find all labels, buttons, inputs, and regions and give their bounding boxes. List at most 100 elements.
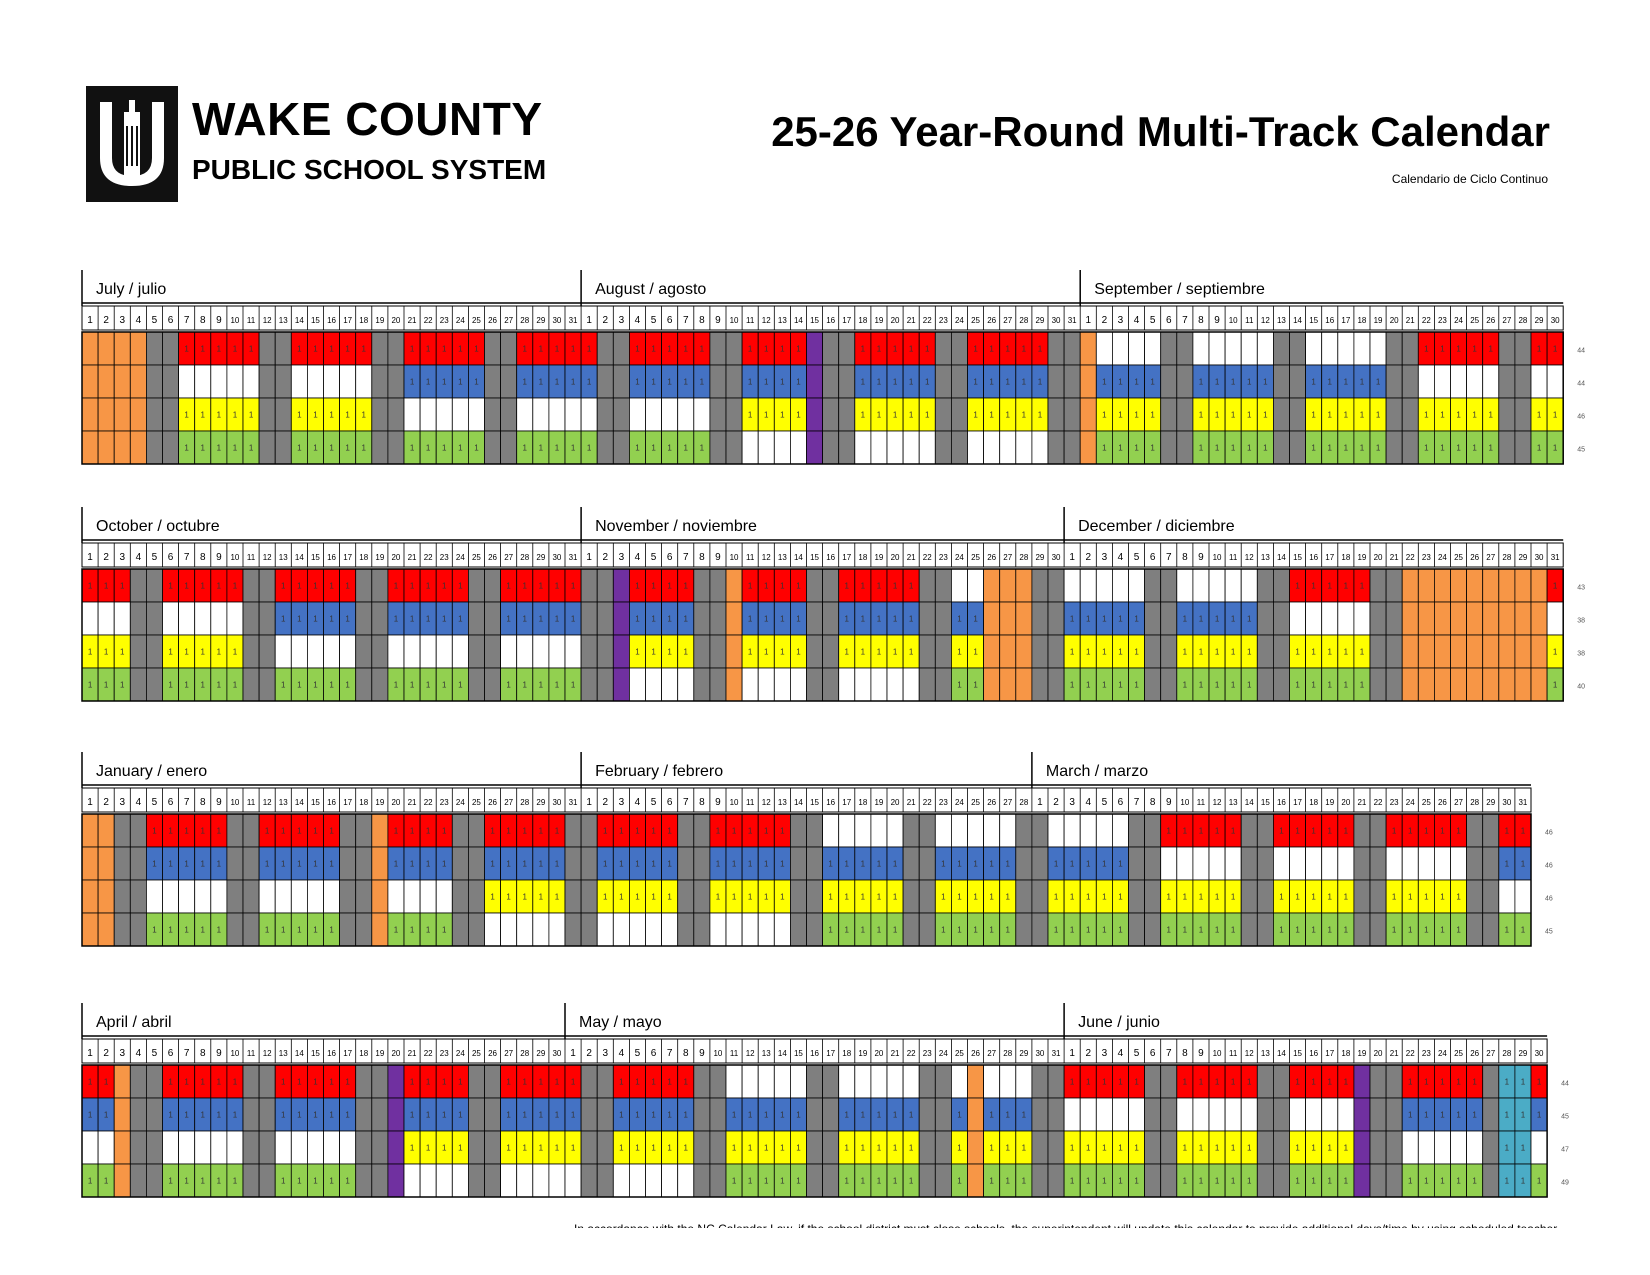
day-number: 8 [1182, 1048, 1188, 1059]
day-number: 13 [778, 798, 787, 807]
cell-mark: 1 [1102, 893, 1107, 902]
day-cell [1144, 846, 1162, 881]
day-number: 13 [1229, 798, 1238, 807]
day-cell [1514, 568, 1532, 603]
day-cell [1514, 430, 1532, 465]
day-cell [274, 331, 292, 366]
cell-mark: 1 [877, 860, 882, 869]
day-cell [1369, 1097, 1387, 1132]
day-cell [1514, 364, 1532, 399]
cell-mark: 1 [684, 648, 689, 657]
cell-mark: 1 [732, 827, 737, 836]
day-cell [1079, 397, 1097, 432]
day-cell [725, 912, 743, 947]
cell-mark: 1 [490, 893, 495, 902]
day-cell [629, 912, 646, 947]
day-cell [419, 397, 437, 432]
day-cell [918, 634, 936, 669]
day-cell [1031, 1097, 1049, 1132]
track-grid-border [81, 568, 1564, 702]
cell-mark: 1 [88, 1078, 93, 1087]
cell-mark: 1 [941, 860, 946, 869]
day-number: 1 [586, 315, 592, 326]
day-cell [242, 1097, 260, 1132]
day-number: 19 [1357, 1049, 1366, 1058]
day-number: 5 [152, 552, 158, 563]
day-cell [1450, 601, 1468, 636]
day-cell [934, 1163, 952, 1198]
cell-mark: 1 [1150, 444, 1155, 453]
cell-mark: 1 [1408, 1078, 1413, 1087]
day-number: 21 [907, 316, 916, 325]
cell-mark: 1 [345, 582, 350, 591]
day-cell [983, 813, 1001, 848]
day-number: 25 [472, 553, 481, 562]
day-cell [81, 364, 99, 399]
cell-mark: 1 [1102, 1177, 1107, 1186]
cell-mark: 1 [748, 893, 753, 902]
day-cell [757, 1064, 775, 1099]
cell-mark: 1 [1295, 1078, 1300, 1087]
cell-mark: 1 [410, 582, 415, 591]
cell-mark: 1 [539, 860, 544, 869]
cell-mark: 1 [748, 615, 753, 624]
cell-mark: 1 [233, 681, 238, 690]
cell-mark: 1 [587, 444, 592, 453]
day-number: 29 [536, 798, 545, 807]
day-cell [1450, 634, 1468, 669]
day-number: 10 [730, 553, 739, 562]
day-cell [773, 1064, 791, 1099]
day-number: 12 [1213, 798, 1222, 807]
cell-mark: 1 [1247, 1177, 1252, 1186]
cell-mark: 1 [410, 615, 415, 624]
cell-mark: 1 [667, 615, 672, 624]
cell-mark: 1 [233, 1111, 238, 1120]
day-cell [1144, 1064, 1162, 1099]
cell-mark: 1 [1311, 444, 1316, 453]
day-cell [999, 1064, 1017, 1099]
cell-mark: 1 [1038, 411, 1043, 420]
cell-mark: 1 [555, 615, 560, 624]
day-cell [677, 1163, 695, 1198]
day-number: 24 [1438, 1049, 1447, 1058]
cell-mark: 1 [410, 345, 415, 354]
day-cell [226, 846, 244, 881]
day-cell [484, 331, 502, 366]
day-cell [1224, 846, 1242, 881]
day-number: 17 [1325, 1049, 1334, 1058]
day-number: 1 [586, 797, 592, 808]
cell-mark: 1 [523, 1144, 528, 1153]
cell-mark: 1 [506, 582, 511, 591]
day-cell [371, 430, 389, 465]
day-number: 4 [1085, 797, 1091, 808]
day-cell [709, 912, 727, 947]
day-cell [113, 430, 131, 465]
day-number: 7 [683, 552, 689, 563]
cell-mark: 1 [426, 1111, 431, 1120]
cell-mark: 1 [1505, 926, 1510, 935]
day-cell [1112, 1097, 1129, 1132]
cell-mark: 1 [555, 1144, 560, 1153]
day-number: 22 [424, 1049, 433, 1058]
cell-mark: 1 [828, 926, 833, 935]
day-cell [1047, 568, 1065, 603]
day-number: 28 [520, 316, 529, 325]
day-number: 17 [343, 1049, 352, 1058]
day-cell [129, 1163, 147, 1198]
cell-mark: 1 [426, 860, 431, 869]
cell-mark: 1 [1118, 648, 1123, 657]
day-number: 23 [939, 798, 948, 807]
day-cell [983, 1064, 1001, 1099]
day-number: 29 [1035, 316, 1044, 325]
track-day-count: 38 [1577, 618, 1585, 625]
cell-mark: 1 [1231, 1144, 1236, 1153]
cell-mark: 1 [281, 827, 286, 836]
day-cell [725, 601, 743, 636]
day-cell [1112, 331, 1129, 366]
cell-mark: 1 [909, 345, 914, 354]
day-number: 31 [1068, 316, 1077, 325]
cell-mark: 1 [362, 411, 367, 420]
day-cell [1466, 634, 1484, 669]
day-cell [1160, 1163, 1178, 1198]
track-day-count: 44 [1577, 381, 1585, 388]
